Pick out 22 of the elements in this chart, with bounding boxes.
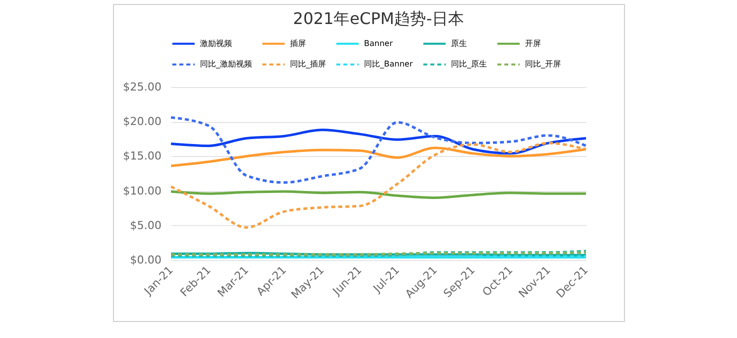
legend-label: 同比_Banner xyxy=(364,60,414,68)
y-tick-label: $10.00 xyxy=(123,184,162,198)
line-series xyxy=(170,116,588,184)
line-series xyxy=(170,128,588,155)
y-tick-label: $0.00 xyxy=(130,254,162,266)
legend-label: 同比_插屏 xyxy=(290,60,326,68)
y-tick-label: $15.00 xyxy=(123,150,162,163)
y-tick-label: $5.00 xyxy=(130,218,162,232)
y-tick-label: $25.00 xyxy=(123,80,162,94)
legend-label: 插屏 xyxy=(290,38,306,48)
line-series xyxy=(170,146,588,168)
legend-label: 同比_激励视频 xyxy=(200,60,252,68)
legend-label: 激励视频 xyxy=(200,38,232,48)
chart-title: 2021年eCPM趋势-日本 xyxy=(293,9,464,28)
line-series xyxy=(170,190,588,199)
legend-label: 同比_原生 xyxy=(451,60,487,68)
legend-label: 原生 xyxy=(451,38,467,48)
legend-label: Banner xyxy=(364,38,394,48)
line-series xyxy=(170,142,588,229)
legend-label: 开屏 xyxy=(525,38,541,48)
y-tick-label: $20.00 xyxy=(123,115,162,128)
legend-label: 同比_开屏 xyxy=(525,60,561,68)
